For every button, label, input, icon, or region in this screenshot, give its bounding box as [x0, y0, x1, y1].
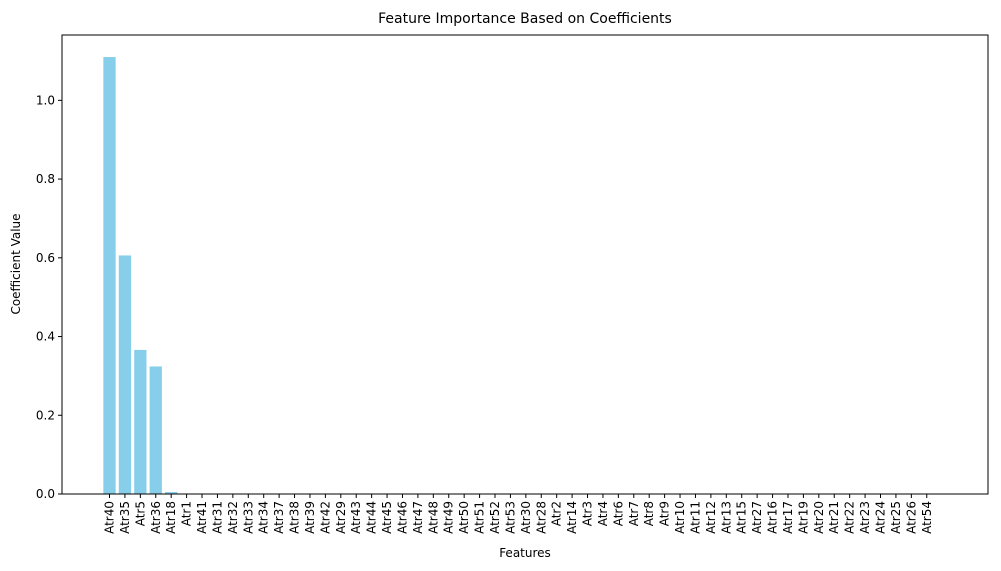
x-tick-label: Atr37: [272, 501, 286, 534]
x-tick-label: Atr51: [473, 501, 487, 534]
y-tick-label: 0.4: [36, 330, 55, 344]
x-tick-label: Atr39: [303, 501, 317, 534]
x-tick-label: Atr7: [627, 501, 641, 526]
x-tick-label: Atr14: [565, 501, 579, 534]
x-tick-label: Atr24: [874, 501, 888, 534]
x-tick-label: Atr10: [673, 501, 687, 534]
x-tick-label: Atr27: [750, 501, 764, 534]
x-tick-label: Atr45: [380, 501, 394, 534]
x-tick-label: Atr42: [318, 501, 332, 534]
x-tick-label: Atr44: [365, 501, 379, 534]
y-tick-label: 0.6: [36, 251, 55, 265]
x-tick-label: Atr54: [920, 501, 934, 534]
x-tick-label: Atr20: [812, 501, 826, 534]
bar-Atr18: [165, 492, 178, 494]
x-tick-label: Atr48: [426, 501, 440, 534]
x-tick-label: Atr1: [180, 501, 194, 526]
y-axis-title: Coefficient Value: [9, 213, 23, 314]
x-tick-label: Atr25: [889, 501, 903, 534]
x-tick-label: Atr50: [457, 501, 471, 534]
x-tick-label: Atr52: [488, 501, 502, 534]
x-tick-label: Atr31: [210, 501, 224, 534]
x-tick-label: Atr43: [349, 501, 363, 534]
x-tick-label: Atr40: [103, 501, 117, 534]
x-tick-label: Atr21: [827, 501, 841, 534]
x-tick-label: Atr2: [550, 501, 564, 526]
x-tick-label: Atr36: [149, 501, 163, 534]
x-tick-label: Atr8: [642, 501, 656, 526]
x-tick-label: Atr15: [735, 501, 749, 534]
x-tick-label: Atr18: [164, 501, 178, 534]
y-tick-label: 0.8: [36, 172, 55, 186]
y-tick-label: 0.2: [36, 408, 55, 422]
x-tick-label: Atr41: [195, 501, 209, 534]
plot-area: Atr40 Atr35 Atr5 Atr36 Atr18 Atr1 Atr41 Atr31 At…: [36, 57, 934, 534]
x-tick-label: Atr3: [581, 501, 595, 526]
plot-frame: [61, 34, 989, 495]
x-tick-label: Atr28: [534, 501, 548, 534]
x-tick-label: Atr12: [704, 501, 718, 534]
x-tick-label: Atr6: [611, 501, 625, 526]
x-tick-label: Atr22: [843, 501, 857, 534]
y-tick-label: 0.0: [36, 487, 55, 501]
y-tick-label: 1.0: [36, 93, 55, 107]
bar-Atr36: [149, 366, 162, 494]
x-tick-label: Atr34: [257, 501, 271, 534]
x-tick-label: Atr29: [334, 501, 348, 534]
bar-Atr5: [134, 349, 147, 494]
x-tick-label: Atr46: [395, 501, 409, 534]
x-tick-label: Atr32: [226, 501, 240, 534]
x-tick-label: Atr35: [118, 501, 132, 534]
x-tick-label: Atr49: [442, 501, 456, 534]
x-tick-label: Atr17: [781, 501, 795, 534]
x-tick-label: Atr26: [904, 501, 918, 534]
x-tick-label: Atr23: [858, 501, 872, 534]
bar-Atr35: [118, 255, 132, 494]
x-tick-label: Atr9: [658, 501, 672, 526]
x-tick-label: Atr16: [766, 501, 780, 534]
bar-Atr40: [103, 57, 116, 494]
x-tick-label: Atr4: [596, 501, 610, 526]
x-tick-label: Atr13: [719, 501, 733, 534]
x-tick-label: Atr33: [241, 501, 255, 534]
x-tick-label: Atr11: [688, 501, 702, 534]
x-tick-label: Atr47: [411, 501, 425, 534]
x-tick-label: Atr19: [796, 501, 810, 534]
chart-title: Feature Importance Based on Coefficients: [378, 11, 672, 27]
x-axis-title: Features: [499, 546, 551, 560]
x-tick-label: Atr53: [503, 501, 517, 534]
x-tick-label: Atr5: [133, 501, 147, 526]
x-tick-label: Atr38: [288, 501, 302, 534]
x-tick-label: Atr30: [519, 501, 533, 534]
